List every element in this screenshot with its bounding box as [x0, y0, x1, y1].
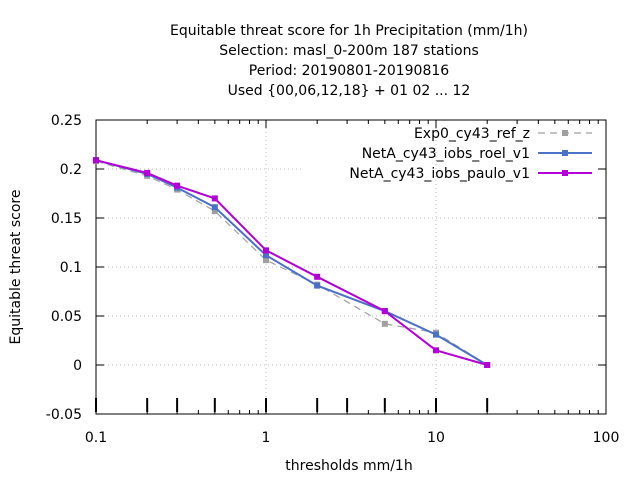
data-point — [381, 320, 388, 327]
data-point — [263, 252, 269, 259]
y-tick-label: -0.05 — [46, 407, 82, 423]
y-tick-label: 0.15 — [51, 211, 82, 227]
data-point — [484, 362, 491, 368]
legend-marker — [562, 130, 568, 136]
y-tick-label: 0.25 — [51, 113, 82, 129]
x-tick-label: 10 — [427, 430, 445, 446]
legend-marker — [562, 150, 568, 156]
axis-ticks: -0.05 0 0.05 0.1 0.15 0.2 0.25 0.1 1 10 100 — [46, 113, 620, 446]
data-point — [263, 257, 269, 264]
x-tick-label: 0.1 — [85, 430, 107, 446]
data-point — [211, 204, 218, 211]
y-tick-label: 0.1 — [60, 260, 82, 276]
data-point — [174, 182, 181, 189]
data-point — [314, 282, 321, 289]
y-axis-label: Equitable threat score — [8, 190, 24, 345]
legend-marker — [562, 170, 568, 176]
legend-label: Exp0_cy43_ref_z — [414, 126, 530, 142]
y-tick-label: 0.05 — [51, 309, 82, 325]
data-point — [93, 157, 99, 164]
series-line — [95, 160, 488, 366]
data-point — [144, 169, 151, 176]
series-lines — [93, 157, 491, 368]
y-tick-label: 0.2 — [60, 162, 82, 178]
title-line: Used {00,06,12,18} + 01 02 ... 12 — [228, 83, 471, 99]
data-point — [314, 273, 321, 280]
data-point — [211, 208, 218, 215]
title-line: Equitable threat score for 1h Precipitat… — [170, 23, 528, 39]
y-tick-label: 0 — [73, 358, 82, 374]
title-line: Selection: masl_0-200m 187 stations — [219, 43, 479, 59]
series-line — [95, 159, 488, 366]
x-tick-label: 1 — [262, 430, 271, 446]
legend: Exp0_cy43_ref_z NetA_cy43_iobs_roel_v1 Net… — [349, 126, 592, 182]
legend-label: NetA_cy43_iobs_paulo_v1 — [349, 166, 530, 182]
legend-label: NetA_cy43_iobs_roel_v1 — [362, 146, 530, 162]
chart-title: Equitable threat score for 1h Precipitat… — [170, 23, 528, 99]
bottom-bars — [95, 398, 489, 412]
x-tick-label: 100 — [593, 430, 620, 446]
data-point — [381, 308, 388, 315]
data-point — [263, 247, 269, 254]
x-axis-label: thresholds mm/1h — [285, 458, 412, 474]
data-point — [433, 347, 439, 354]
data-point — [433, 331, 439, 338]
data-point — [211, 195, 218, 202]
chart-grid — [96, 120, 606, 414]
title-line: Period: 20190801-20190816 — [249, 63, 449, 79]
